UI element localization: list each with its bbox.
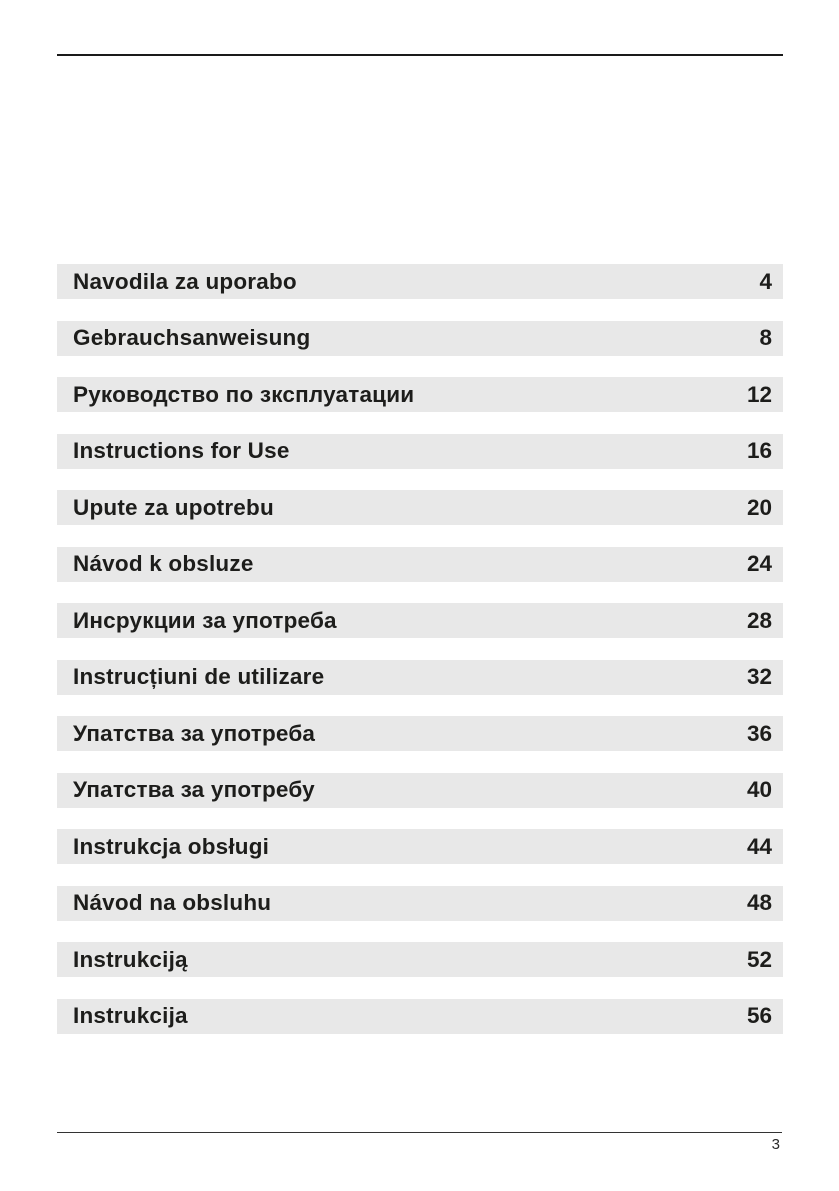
toc-entry: Návod na obsluhu 48 xyxy=(57,885,783,921)
toc-entry-page: 4 xyxy=(759,268,772,294)
toc-entry-page: 28 xyxy=(746,607,772,633)
toc-entry-page: 24 xyxy=(746,551,772,576)
toc-entry-page: 44 xyxy=(746,833,772,859)
toc-entry-label: Navodila za uporabo xyxy=(73,268,297,294)
toc-entry-label: Инсрукции за употреба xyxy=(73,607,337,633)
toc-entry-page: 36 xyxy=(746,720,772,746)
toc-entry: Navodila za uporabo 4 xyxy=(57,264,783,299)
toc-entry-label: Instrukciją xyxy=(73,946,188,972)
toc-entry-page: 32 xyxy=(746,664,772,689)
toc-entry-label: Gebrauchsanweisung xyxy=(73,325,311,350)
toc-entry-page: 48 xyxy=(746,890,772,915)
toc-entry-label: Upute za upotrebu xyxy=(73,494,274,520)
toc-entry-page: 20 xyxy=(746,494,772,520)
toc-entry-page: 8 xyxy=(759,325,772,350)
toc-entry-label: Instrukcija xyxy=(73,1003,188,1028)
toc-entry-page: 40 xyxy=(746,777,772,802)
toc-entry: Upute za upotrebu 20 xyxy=(57,490,783,525)
toc-entry: Instrukcja obsługi 44 xyxy=(57,829,783,864)
top-rule-divider xyxy=(57,54,783,56)
toc-entry: Gebrauchsanweisung 8 xyxy=(57,320,783,356)
toc-entry-label: Instrukcja obsługi xyxy=(73,833,270,859)
bottom-rule-divider xyxy=(57,1132,782,1133)
toc-entry-label: Руководство по зксплуатации xyxy=(73,381,415,407)
toc-entry: Упатства за употребу 40 xyxy=(57,772,783,808)
toc-entry-label: Návod k obsluze xyxy=(73,551,254,576)
toc-entry: Упатства за употреба 36 xyxy=(57,716,783,751)
toc-entry: Návod k obsluze 24 xyxy=(57,546,783,582)
toc-entry: Instrukciją 52 xyxy=(57,942,783,977)
toc-entry-page: 12 xyxy=(746,381,772,407)
footer-page-number: 3 xyxy=(771,1136,780,1153)
toc-list: Navodila za uporabo 4 Gebrauchsanweisung… xyxy=(57,264,783,1034)
toc-entry: Руководство по зксплуатации 12 xyxy=(57,377,783,412)
toc-entry-label: Instructions for Use xyxy=(73,438,290,463)
toc-entry-label: Упатства за употребу xyxy=(73,777,315,802)
toc-entry: Instrucțiuni de utilizare 32 xyxy=(57,659,783,695)
toc-entry: Instructions for Use 16 xyxy=(57,433,783,469)
toc-entry-page: 52 xyxy=(746,946,772,972)
toc-entry-label: Упатства за употреба xyxy=(73,720,316,746)
toc-entry-page: 56 xyxy=(746,1003,772,1028)
toc-entry: Instrukcija 56 xyxy=(57,998,783,1034)
toc-entry-page: 16 xyxy=(746,438,772,463)
toc-entry: Инсрукции за употреба 28 xyxy=(57,603,783,638)
toc-entry-label: Instrucțiuni de utilizare xyxy=(73,664,325,689)
toc-entry-label: Návod na obsluhu xyxy=(73,890,272,915)
